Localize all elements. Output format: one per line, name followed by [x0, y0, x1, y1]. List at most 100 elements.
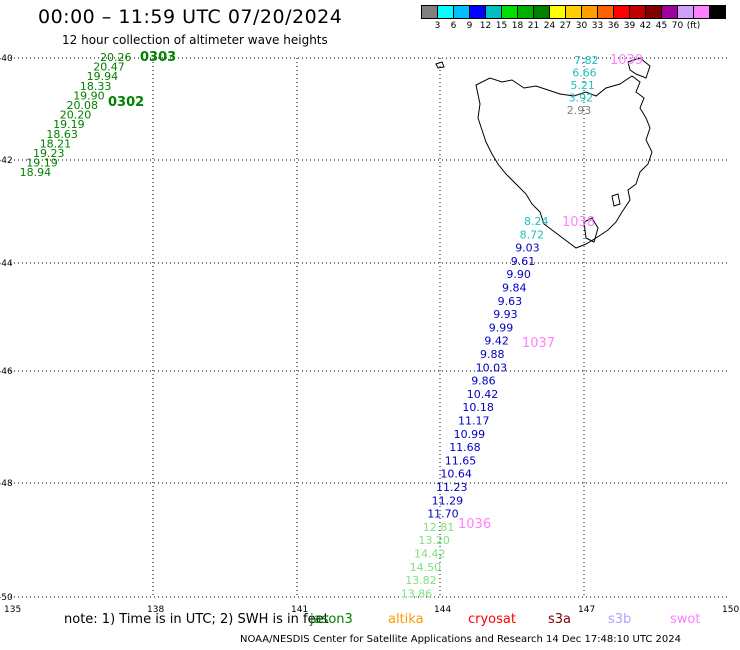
scale-label: 24 — [543, 21, 556, 31]
scale-label: 27 — [559, 21, 572, 31]
scale-label: 12 — [479, 21, 492, 31]
swh-label: 20.08 — [67, 99, 99, 112]
lon-tick-label: 141 — [291, 605, 308, 615]
pass-time-label: 0302 — [108, 95, 144, 110]
legend-item-s3a: s3a — [548, 612, 572, 627]
lat-tick-label: -50 — [0, 593, 13, 603]
map-title: 00:00 – 11:59 UTC 07/20/2024 — [38, 6, 343, 28]
scale-label: 3 — [434, 21, 441, 31]
legend-item-cryosat: cryosat — [468, 612, 516, 627]
pass-time-label: 1039 — [610, 53, 643, 68]
altimeter-tracks: 20.2620.4719.9418.3319.9020.0820.2019.19… — [20, 50, 643, 600]
swh-label: 6.66 — [572, 67, 597, 80]
lon-tick-label: 138 — [147, 605, 164, 615]
lat-tick-label: -42 — [0, 156, 13, 166]
scale-label: 21 — [527, 21, 540, 31]
swh-label: 18.21 — [40, 137, 71, 150]
swh-label: 8.72 — [520, 228, 545, 241]
swh-label: 20.26 — [100, 51, 132, 64]
swh-label: 9.42 — [484, 335, 509, 348]
swh-label: 8.24 — [524, 215, 549, 228]
swh-label: 19.19 — [53, 118, 85, 131]
scale-label: 9 — [466, 21, 473, 31]
swh-label: 9.03 — [515, 242, 540, 255]
scale-swatch — [709, 5, 726, 19]
swh-label: 10.99 — [454, 428, 486, 441]
scale-label: (ft) — [686, 21, 701, 31]
scale-label: 33 — [591, 21, 604, 31]
swh-label: 20.47 — [93, 61, 125, 74]
bruny-island — [583, 217, 599, 243]
swh-label: 19.94 — [87, 70, 119, 83]
tasmania-outline — [475, 75, 653, 249]
graticule — [10, 57, 728, 598]
swh-label: 9.84 — [502, 282, 527, 295]
lon-tick-label: 150 — [722, 605, 739, 615]
scale-label: 6 — [450, 21, 457, 31]
swh-label: 9.88 — [480, 348, 505, 361]
swh-label: 18.33 — [80, 80, 112, 93]
swh-label: 11.17 — [458, 415, 490, 428]
pass-time-label: 1036 — [458, 517, 491, 532]
swh-label: 19.23 — [33, 147, 65, 160]
lat-tick-label: -40 — [0, 54, 13, 64]
swh-label: 19.90 — [73, 89, 105, 102]
swh-label: 9.90 — [506, 268, 531, 281]
swh-label: 14.50 — [410, 561, 442, 574]
tasmania-coastline — [435, 57, 653, 249]
swh-label: 9.63 — [498, 295, 522, 308]
legend-item-s3b: s3b — [608, 612, 632, 627]
swh-label: 11.29 — [432, 494, 464, 507]
scale-label: 39 — [623, 21, 636, 31]
swh-label: 20.20 — [60, 109, 92, 122]
scale-label: 36 — [607, 21, 620, 31]
lat-tick-label: -44 — [0, 259, 13, 269]
swh-label: 10.64 — [440, 468, 472, 481]
swh-label: 12.81 — [423, 521, 455, 534]
axis-ticks: 135 138 141 144 147 150 -40 -42 -44 -46 -48 -50 — [0, 54, 739, 615]
swh-label: 13.82 — [405, 574, 437, 587]
swh-label: 3.92 — [569, 92, 594, 105]
lat-tick-label: -46 — [0, 367, 13, 377]
small-island-north — [435, 61, 445, 69]
scale-label: 18 — [511, 21, 524, 31]
swh-label: 13.20 — [418, 534, 450, 547]
swh-label: 10.42 — [467, 388, 499, 401]
swh-label: 7.82 — [574, 54, 599, 67]
map-subtitle: 12 hour collection of altimeter wave hei… — [62, 33, 328, 47]
scale-label: 42 — [639, 21, 652, 31]
swh-label: 19.19 — [26, 157, 58, 170]
swh-label: 11.23 — [436, 481, 468, 494]
swh-label: 14.42 — [414, 548, 446, 561]
footnote: note: 1) Time is in UTC; 2) SWH is in fe… — [64, 612, 329, 627]
legend-item-jason3: jason3 — [310, 612, 353, 627]
scale-label: 70 — [671, 21, 684, 31]
scale-label: 15 — [495, 21, 508, 31]
scale-label: 30 — [575, 21, 588, 31]
legend-item-altika: altika — [388, 612, 424, 627]
lon-tick-label: 144 — [434, 605, 451, 615]
credit-footer: NOAA/NESDIS Center for Satellite Applica… — [240, 634, 682, 645]
swh-label: 11.65 — [445, 454, 477, 467]
swh-label: 9.93 — [493, 308, 518, 321]
swh-label: 18.63 — [46, 128, 78, 141]
swh-label: 10.03 — [476, 361, 508, 374]
pass-time-label: 1038 — [562, 215, 595, 230]
swh-label: 10.18 — [462, 401, 494, 414]
pass-time-label: 1037 — [522, 336, 555, 351]
swh-label: 13.86 — [401, 587, 433, 600]
lon-tick-label: 135 — [4, 605, 21, 615]
swh-label: 5.21 — [570, 79, 595, 92]
pass-time-label: 0303 — [140, 50, 176, 65]
flinders-island — [627, 57, 651, 79]
swh-label: 9.61 — [511, 255, 536, 268]
legend-item-swot: swot — [670, 612, 701, 627]
maria-island — [611, 193, 621, 207]
lat-tick-label: -48 — [0, 479, 13, 489]
swh-label: 11.68 — [449, 441, 481, 454]
swh-label: 2.93 — [567, 104, 592, 117]
swh-label: 9.86 — [471, 375, 496, 388]
swh-label: 18.94 — [20, 166, 51, 179]
swh-label: 11.70 — [427, 508, 459, 521]
